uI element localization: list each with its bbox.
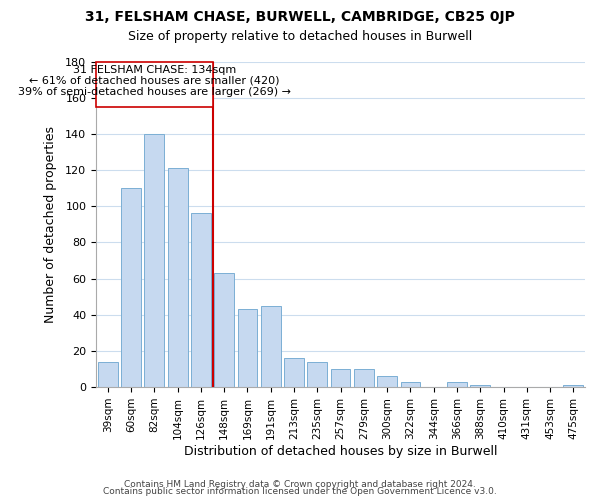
Bar bbox=[401, 382, 421, 387]
Bar bbox=[563, 386, 583, 387]
Bar bbox=[168, 168, 188, 387]
Bar bbox=[261, 306, 281, 387]
Bar bbox=[284, 358, 304, 387]
Text: Size of property relative to detached houses in Burwell: Size of property relative to detached ho… bbox=[128, 30, 472, 43]
Bar bbox=[214, 273, 234, 387]
X-axis label: Distribution of detached houses by size in Burwell: Distribution of detached houses by size … bbox=[184, 444, 497, 458]
Bar bbox=[331, 369, 350, 387]
Text: 31, FELSHAM CHASE, BURWELL, CAMBRIDGE, CB25 0JP: 31, FELSHAM CHASE, BURWELL, CAMBRIDGE, C… bbox=[85, 10, 515, 24]
Bar bbox=[354, 369, 374, 387]
Text: 39% of semi-detached houses are larger (269) →: 39% of semi-detached houses are larger (… bbox=[18, 87, 291, 97]
Y-axis label: Number of detached properties: Number of detached properties bbox=[44, 126, 57, 323]
Bar bbox=[121, 188, 141, 387]
Bar bbox=[98, 362, 118, 387]
Text: Contains public sector information licensed under the Open Government Licence v3: Contains public sector information licen… bbox=[103, 488, 497, 496]
Text: ← 61% of detached houses are smaller (420): ← 61% of detached houses are smaller (42… bbox=[29, 76, 280, 86]
Bar bbox=[191, 214, 211, 387]
Bar bbox=[238, 310, 257, 387]
Bar bbox=[377, 376, 397, 387]
Bar bbox=[96, 62, 212, 106]
Text: Contains HM Land Registry data © Crown copyright and database right 2024.: Contains HM Land Registry data © Crown c… bbox=[124, 480, 476, 489]
Bar bbox=[145, 134, 164, 387]
Bar bbox=[307, 362, 327, 387]
Bar bbox=[470, 386, 490, 387]
Text: 31 FELSHAM CHASE: 134sqm: 31 FELSHAM CHASE: 134sqm bbox=[73, 65, 236, 75]
Bar bbox=[447, 382, 467, 387]
